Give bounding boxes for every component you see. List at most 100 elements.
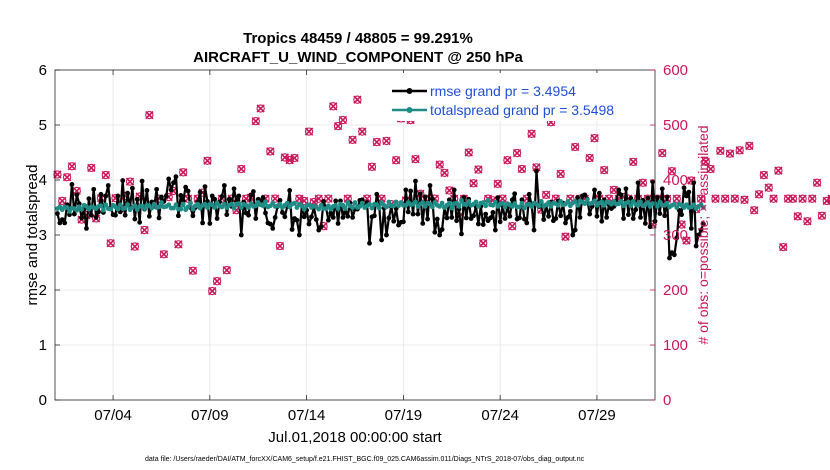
obs-assimilated-point (372, 137, 381, 147)
obs-possible-point (556, 169, 565, 179)
rmse-point (342, 209, 348, 215)
rmse-point (103, 193, 109, 199)
totalspread-point (420, 200, 426, 205)
rmse-point (524, 220, 530, 226)
rmse-point (451, 187, 457, 193)
rmse-point (93, 215, 99, 220)
rmse-point (231, 186, 237, 192)
rmse-point (546, 213, 551, 219)
rmse-point (287, 188, 293, 193)
rmse-point (650, 179, 655, 185)
obs-assimilated-point (827, 194, 830, 203)
obs-assimilated-point (754, 190, 764, 199)
totalspread-point (301, 206, 307, 212)
rmse-point (76, 201, 82, 207)
rmse-point (183, 184, 189, 190)
rmse-point (655, 195, 660, 201)
rmse-point (171, 180, 176, 186)
rmse-point (122, 212, 128, 218)
rmse-point (521, 216, 527, 222)
totalspread-point (483, 203, 489, 209)
rmse-point (659, 186, 665, 192)
rmse-point (623, 186, 629, 192)
rmse-point (115, 193, 121, 199)
obs-assimilated-point (435, 160, 444, 169)
rmse-point (686, 189, 692, 195)
obs-possible-point (290, 153, 299, 163)
totalspread-point (202, 201, 208, 207)
totalspread-point (449, 205, 455, 211)
rmse-point (96, 209, 101, 215)
totalspread-point (100, 207, 106, 213)
obs-assimilated-point (333, 121, 343, 131)
obs-possible-point (367, 162, 377, 171)
obs-possible-point (571, 142, 580, 152)
rmse-point (509, 197, 515, 203)
rmse-point (671, 252, 677, 258)
obs-possible-point (435, 160, 444, 169)
obs-possible-point (251, 117, 260, 126)
obs-assimilated-point (808, 194, 817, 203)
totalspread-point (369, 205, 375, 211)
obs-possible-point (735, 146, 744, 155)
totalspread-point (284, 200, 290, 206)
obs-possible-point (798, 194, 807, 203)
obs-possible-point (769, 194, 778, 203)
obs-assimilated-point (314, 194, 323, 203)
obs-assimilated-point (706, 164, 715, 174)
totalspread-point (422, 204, 428, 209)
rmse-point (502, 216, 508, 221)
rmse-point (657, 211, 663, 216)
totalspread-point (350, 205, 355, 210)
totalspread-point (260, 203, 266, 209)
legend-spread-label: totalspread grand pr = 3.5498 (430, 102, 614, 118)
rmse-point (575, 195, 580, 201)
obs-possible-point (333, 121, 343, 131)
rmse-point (154, 186, 160, 192)
obs-assimilated-point (145, 110, 154, 120)
rmse-point (497, 219, 503, 225)
rmse-point (410, 211, 416, 217)
obs-assimilated-point (188, 266, 198, 275)
obs-possible-point (469, 179, 478, 188)
y-right-tick-label: 200 (663, 282, 688, 299)
totalspread-point (292, 200, 297, 206)
rmse-point (459, 231, 464, 237)
totalspread-point (134, 207, 140, 213)
obs-possible-point (740, 195, 749, 204)
rmse-point (667, 255, 672, 261)
totalspread-point (548, 204, 554, 209)
obs-assimilated-point (609, 185, 619, 195)
totalspread-point (270, 200, 276, 206)
rmse-point (642, 221, 648, 226)
rmse-point (432, 229, 438, 235)
rmse-point (296, 232, 302, 238)
obs-assimilated-point (58, 196, 67, 206)
obs-possible-point (822, 196, 830, 206)
x-tick-label: 07/29 (578, 407, 616, 424)
rmse-point (471, 213, 476, 219)
obs-possible-point (140, 225, 149, 235)
y-right-tick-label: 400 (663, 172, 688, 189)
rmse-point (565, 215, 571, 220)
obs-possible-point (62, 173, 72, 182)
totalspread-point (664, 200, 670, 206)
x-tick-label: 07/04 (94, 407, 132, 424)
rmse-point (379, 237, 385, 243)
rmse-point (333, 198, 339, 204)
rmse-point (318, 224, 324, 230)
rmse-point (413, 178, 418, 184)
obs-assimilated-point (556, 169, 565, 179)
obs-possible-point (527, 129, 536, 138)
rmse-point (330, 215, 336, 220)
obs-possible-point (759, 170, 769, 180)
totalspread-point (485, 197, 491, 203)
totalspread-point (205, 205, 210, 210)
obs-assimilated-point (774, 166, 783, 175)
totalspread-point (166, 202, 172, 208)
obs-assimilated-point (711, 194, 720, 203)
rmse-point (224, 212, 230, 218)
totalspread-point (645, 200, 651, 205)
rmse-point (163, 193, 169, 199)
y-tick-label: 0 (39, 392, 47, 409)
